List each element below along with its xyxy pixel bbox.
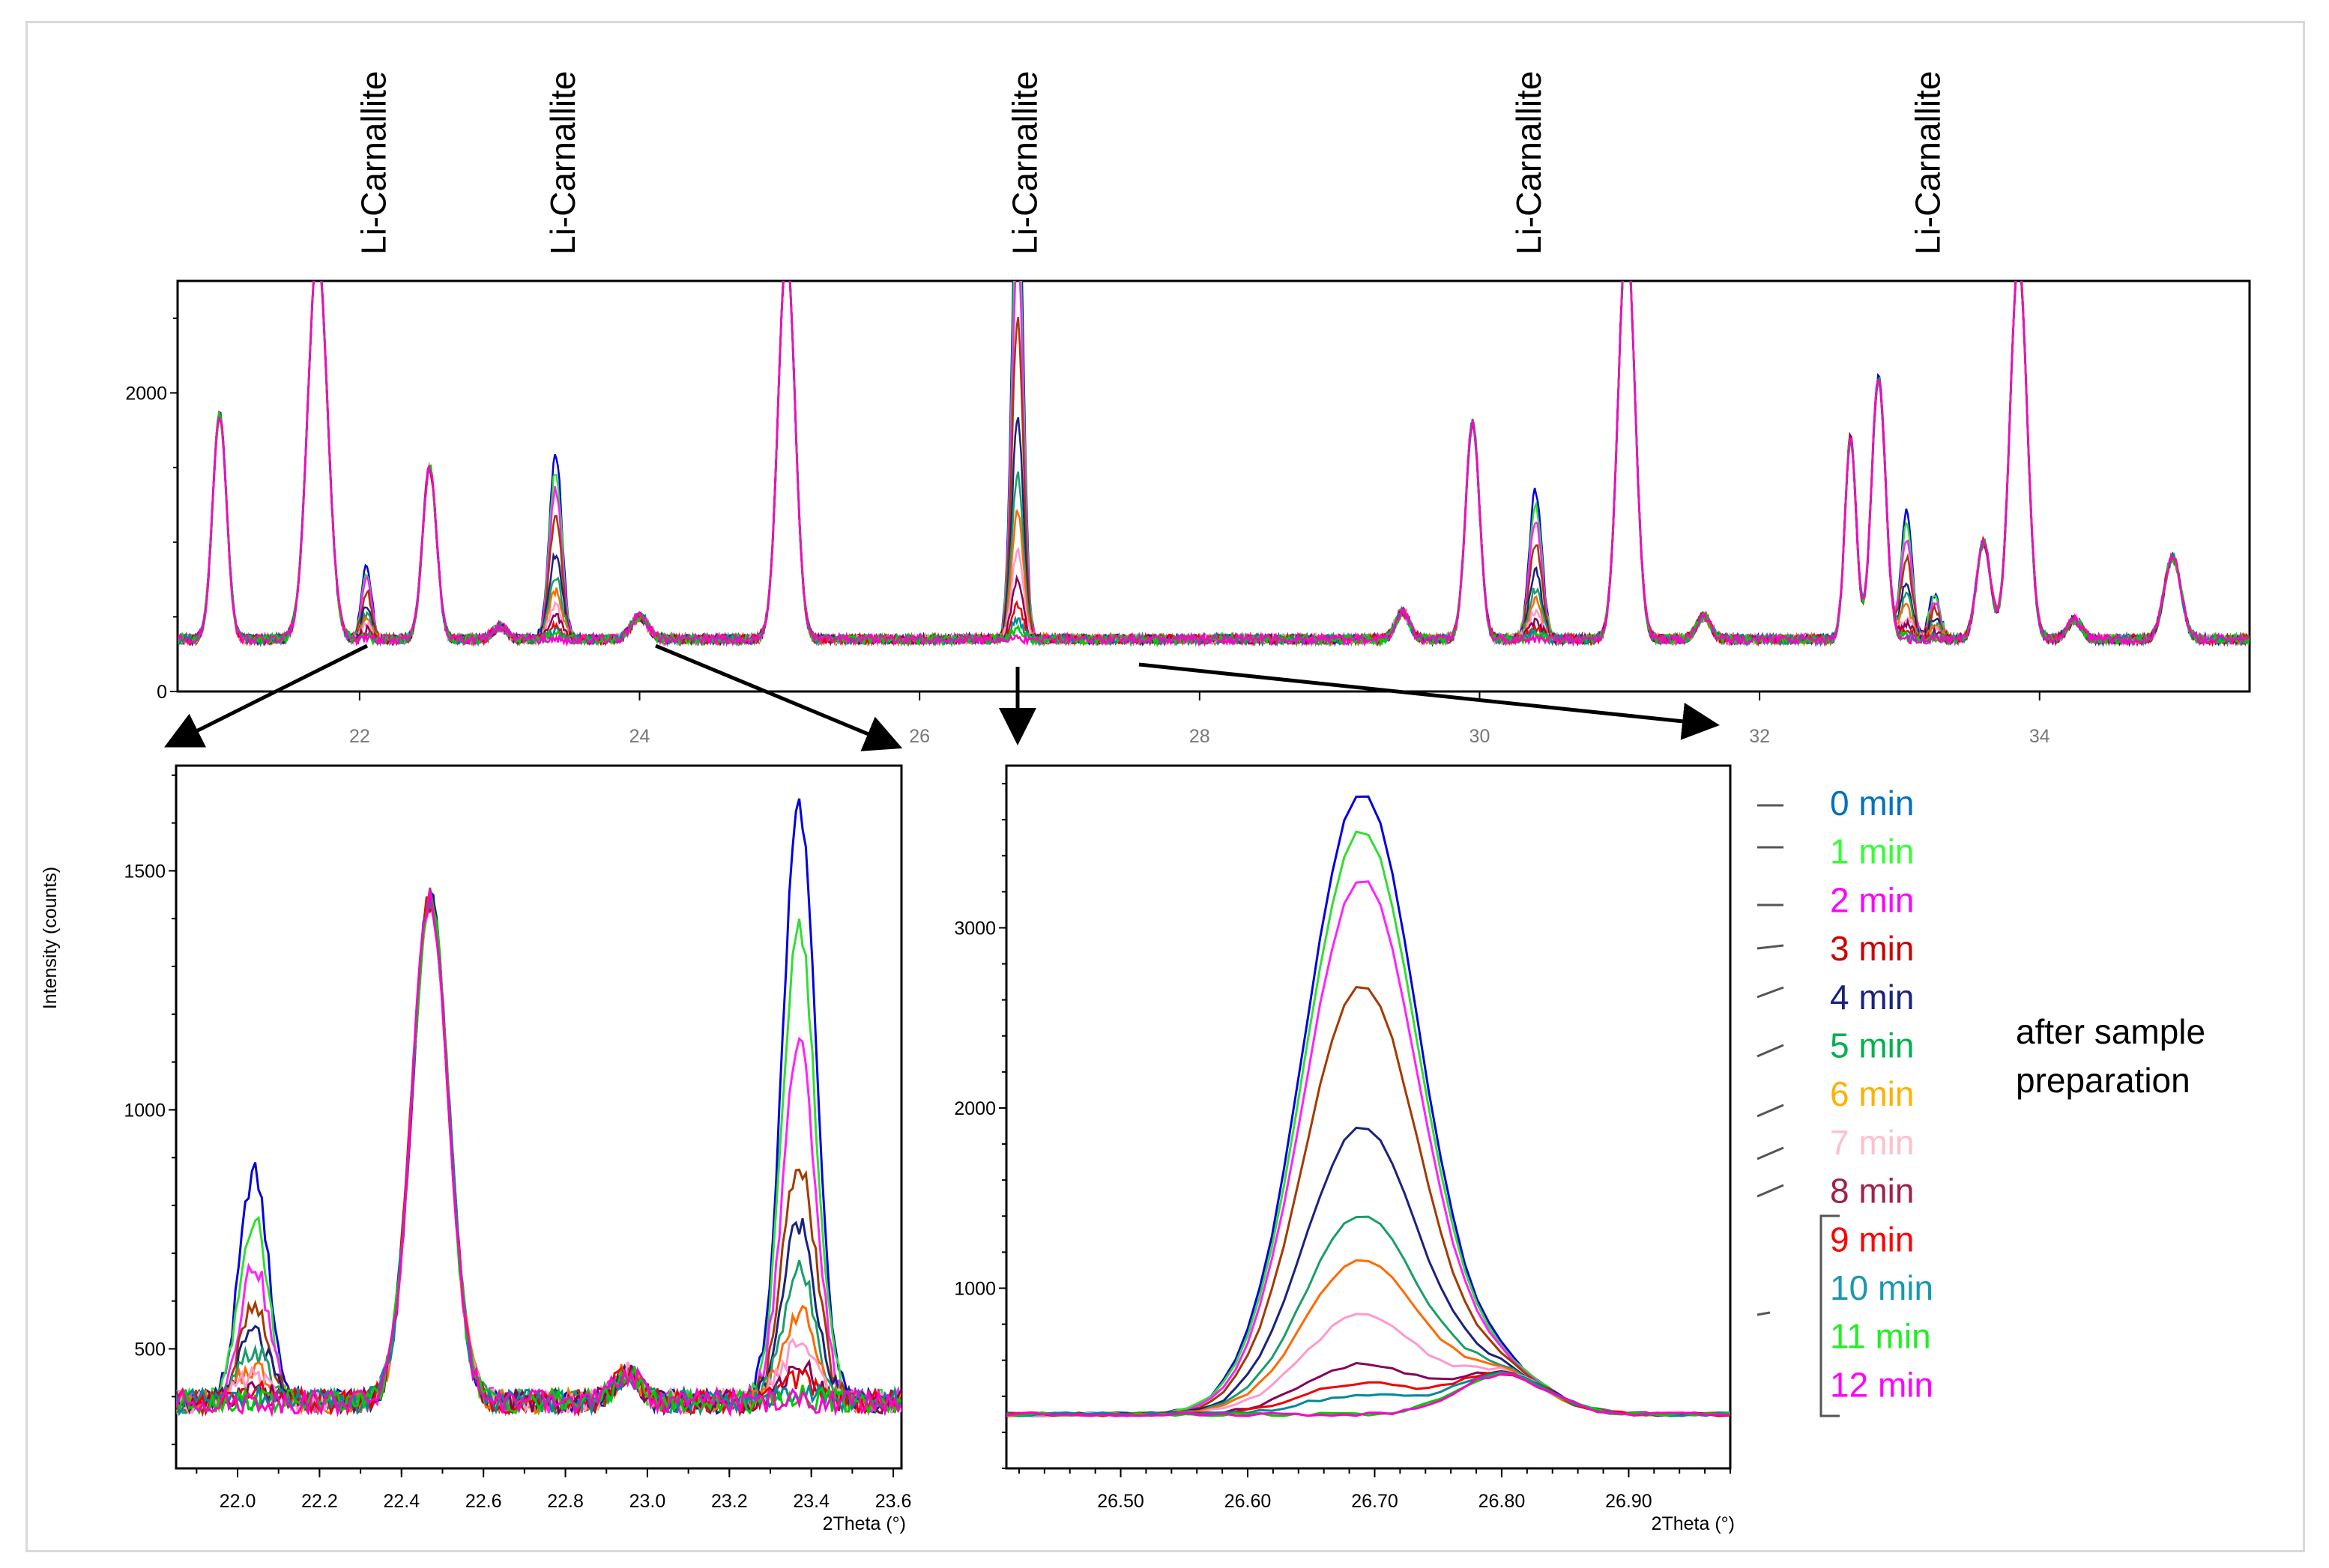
overview-axis-ticks: 22 24 26 28 30 32 34 0 2000 [125, 317, 2050, 747]
legend-marker-dash [1756, 1104, 1784, 1118]
z1-xtick-label: 23.6 [875, 1491, 912, 1512]
legend-marker-dash [1756, 1146, 1784, 1160]
legend-item-12-min: 12 min [1830, 1365, 1933, 1404]
z1-xtick-label: 22.6 [465, 1491, 502, 1512]
zoom1-plot-area [175, 764, 903, 1470]
zoom-arrows [164, 644, 1720, 751]
legend-marker-dash [1756, 1311, 1771, 1316]
legend-item-1-min: 1 min [1830, 832, 1914, 871]
legend-marker-dash [1756, 986, 1784, 999]
legend-bracket [1819, 1214, 1840, 1417]
ov-xtick-label: 32 [1749, 726, 1770, 747]
z2-xlabel: 2Theta (°) [1652, 1513, 1735, 1534]
z2-xtick-label: 26.50 [1097, 1491, 1144, 1512]
z1-ytick-label: 1000 [124, 1100, 166, 1121]
arrow-zoom2-long [1138, 662, 1720, 740]
z1-xtick-label: 23.2 [711, 1491, 748, 1512]
z1-series-12-min [176, 889, 901, 1417]
z1-xtick-label: 23.4 [793, 1491, 830, 1512]
z1-xtick-label: 22.4 [383, 1491, 420, 1512]
legend-item-9-min: 9 min [1830, 1220, 1914, 1259]
legend-item-0-min: 0 min [1830, 784, 1914, 823]
legend-item-2-min: 2 min [1830, 880, 1914, 919]
z2-xtick-label: 26.60 [1224, 1491, 1272, 1512]
overview-annotations: Li-Carnallite Li-Carnallite Li-Carnallite L… [354, 71, 1948, 255]
legend-item-4-min: 4 min [1830, 978, 1914, 1017]
legend-item-10-min: 10 min [1830, 1268, 1933, 1307]
z2-xtick-label: 26.80 [1478, 1491, 1526, 1512]
ov-ytick-label: 0 [157, 682, 167, 703]
ov-xtick-label: 28 [1189, 726, 1210, 747]
z2-ytick-label: 2000 [954, 1098, 996, 1119]
legend-item-8-min: 8 min [1830, 1172, 1914, 1211]
overview-series [178, 281, 2250, 648]
z2-series-12-min [1006, 1372, 1730, 1417]
ov-xtick-label: 30 [1469, 726, 1490, 747]
z1-xlabel: 2Theta (°) [823, 1513, 906, 1534]
legend: 0 min 1 min 2 min 3 min 4 min 5 min 6 min 7 min… [1756, 784, 1933, 1404]
ov-xtick-label: 22 [349, 726, 370, 747]
z1-ytick-label: 500 [134, 1339, 166, 1360]
phase-label-li-carnallite: Li-Carnallite [1908, 71, 1947, 255]
ov-xtick-label: 26 [909, 726, 930, 747]
zoom1-axis-ticks: 22.0 22.2 22.4 22.6 22.8 23.0 23.2 23.4 23.6 500 1… [40, 774, 912, 1534]
legend-marker-dash [1756, 944, 1784, 950]
z1-xtick-label: 22.2 [301, 1491, 338, 1512]
zoom2-axis-ticks: 26.50 26.60 26.70 26.80 26.90 1000 2000 3000 2Th… [954, 783, 1735, 1534]
zoom2-series [1006, 795, 1730, 1417]
ov-xtick-label: 34 [2029, 726, 2050, 747]
ov-ytick-label: 2000 [125, 383, 167, 404]
legend-marker-dash [1756, 1044, 1784, 1058]
phase-label-li-carnallite: Li-Carnallite [1509, 71, 1548, 255]
legend-item-6-min: 6 min [1830, 1074, 1914, 1113]
ov-series-12-min [178, 281, 2250, 647]
z1-ylabel: Intensity (counts) [40, 867, 61, 1009]
z1-ytick-label: 1500 [124, 861, 166, 882]
arrow-zoom1-left [164, 644, 369, 748]
z2-xtick-label: 26.70 [1351, 1491, 1398, 1512]
z1-xtick-label: 23.0 [629, 1491, 666, 1512]
z1-series-11-min [176, 887, 901, 1417]
zoom1-chart: 22.0 22.2 22.4 22.6 22.8 23.0 23.2 23.4 23.6 500 1… [40, 764, 912, 1534]
legend-note-line2: preparation [2016, 1061, 2190, 1100]
z1-xtick-label: 22.0 [220, 1491, 256, 1512]
phase-label-li-carnallite: Li-Carnallite [354, 71, 393, 255]
z2-ytick-label: 1000 [954, 1278, 996, 1299]
arrow-zoom1-right [655, 644, 903, 751]
legend-note-line1: after sample [2016, 1012, 2205, 1051]
z1-xtick-label: 22.8 [547, 1491, 584, 1512]
z2-ytick-label: 3000 [954, 918, 996, 939]
phase-label-li-carnallite: Li-Carnallite [1005, 71, 1044, 255]
figure-frame [25, 21, 2305, 1552]
z2-xtick-label: 26.90 [1605, 1491, 1652, 1512]
ov-xtick-label: 24 [629, 726, 650, 747]
legend-item-3-min: 3 min [1830, 929, 1914, 968]
zoom1-series [176, 798, 901, 1417]
legend-item-7-min: 7 min [1830, 1123, 1914, 1162]
zoom2-plot-area [1005, 764, 1732, 1470]
legend-marker-dash [1756, 1184, 1784, 1198]
phase-label-li-carnallite: Li-Carnallite [543, 71, 582, 255]
legend-item-5-min: 5 min [1830, 1026, 1914, 1065]
zoom2-chart: 26.50 26.60 26.70 26.80 26.90 1000 2000 3000 2Th… [954, 764, 1735, 1534]
legend-item-11-min: 11 min [1830, 1317, 1931, 1356]
